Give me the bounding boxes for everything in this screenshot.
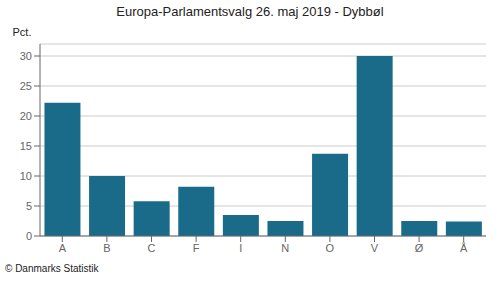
svg-text:10: 10 [20, 170, 32, 182]
svg-text:5: 5 [26, 200, 32, 212]
svg-text:Ø: Ø [415, 242, 424, 254]
svg-text:15: 15 [20, 140, 32, 152]
svg-text:25: 25 [20, 80, 32, 92]
svg-text:Å: Å [460, 242, 468, 254]
svg-text:C: C [148, 242, 156, 254]
svg-text:V: V [371, 242, 379, 254]
svg-text:N: N [281, 242, 289, 254]
html-text:© Danmarks Statistik: © Danmarks Statistik [5, 263, 99, 274]
svg-text:F: F [193, 242, 200, 254]
svg-text:B: B [103, 242, 110, 254]
svg-text:A: A [59, 242, 67, 254]
svg-text:30: 30 [20, 50, 32, 62]
svg-text:O: O [326, 242, 335, 254]
svg-text:I: I [239, 242, 242, 254]
svg-text:Pct.: Pct. [13, 26, 32, 38]
svg-text:20: 20 [20, 110, 32, 122]
html-text:Europa-Parlamentsvalg 26. maj: Europa-Parlamentsvalg 26. maj 2019 - Dyb… [116, 4, 384, 19]
svg-text:0: 0 [26, 230, 32, 242]
